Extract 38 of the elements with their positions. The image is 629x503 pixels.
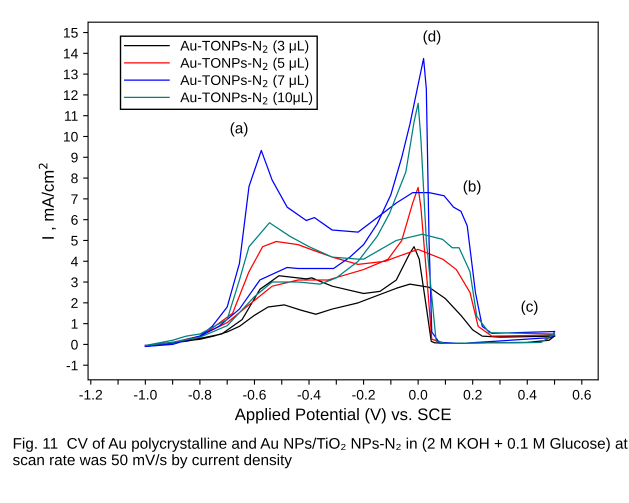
legend-label: Au-TONPs-N$_{2}$ (10μL)	[180, 92, 312, 106]
x-tick-label: 0.6	[572, 390, 591, 400]
annotation: (a)	[230, 122, 248, 137]
y-tick-label: 8	[71, 173, 78, 184]
y-tick-label: 9	[71, 152, 78, 162]
y-tick-label: -1	[66, 360, 78, 370]
legend-label: Au-TONPs-N$_{2}$ (3 μL)	[180, 40, 308, 54]
annotation: (c)	[522, 300, 538, 315]
x-tick-label: -0.8	[188, 390, 212, 400]
annotation: (b)	[464, 180, 480, 195]
y-tick-label: 15	[64, 28, 78, 38]
x-axis-title: Applied Potential (V) vs. SCE	[234, 408, 451, 424]
legend-label: Au-TONPs-N$_{2}$ (7 μL)	[180, 74, 308, 88]
y-tick-label: 11	[64, 111, 78, 121]
annotation: (d)	[424, 30, 440, 45]
y-tick-label: 0	[71, 340, 78, 350]
y-tick-label: 12	[64, 90, 78, 100]
y-tick-label: 7	[71, 194, 78, 204]
y-tick-label: 4	[70, 256, 78, 266]
x-tick-label: 0.2	[464, 390, 482, 400]
x-tick-label: -0.2	[352, 390, 375, 400]
y-tick-label: 6	[71, 214, 78, 225]
y-axis-title: I , mA/cm$^{2}$	[38, 163, 56, 239]
caption: Fig. 11 CV of Au polycrystalline and Au NPs/TiO₂ NPs-N₂ in (2 M KOH + 0.1 M Glucose) at scan rate was 50 mV/s by current density	[13, 438, 628, 468]
x-tick-label: -1.2	[79, 390, 102, 400]
y-tick-label: 1	[72, 319, 78, 329]
x-tick-label: -0.6	[243, 390, 266, 400]
y-tick-label: 10	[64, 132, 78, 142]
y-tick-label: 2	[71, 298, 78, 308]
legend-label: Au-TONPs-N$_{2}$ (5 μL)	[180, 58, 308, 71]
y-tick-label: 13	[64, 69, 78, 80]
x-tick-label: 0.4	[518, 390, 536, 400]
x-tick-label: 0.0	[409, 390, 428, 400]
x-tick-label: -0.4	[298, 390, 321, 400]
y-tick-label: 3	[71, 277, 78, 288]
y-tick-label: 5	[71, 236, 78, 246]
x-tick-label: -1.0	[134, 390, 157, 400]
y-tick-label: 14	[64, 48, 78, 58]
